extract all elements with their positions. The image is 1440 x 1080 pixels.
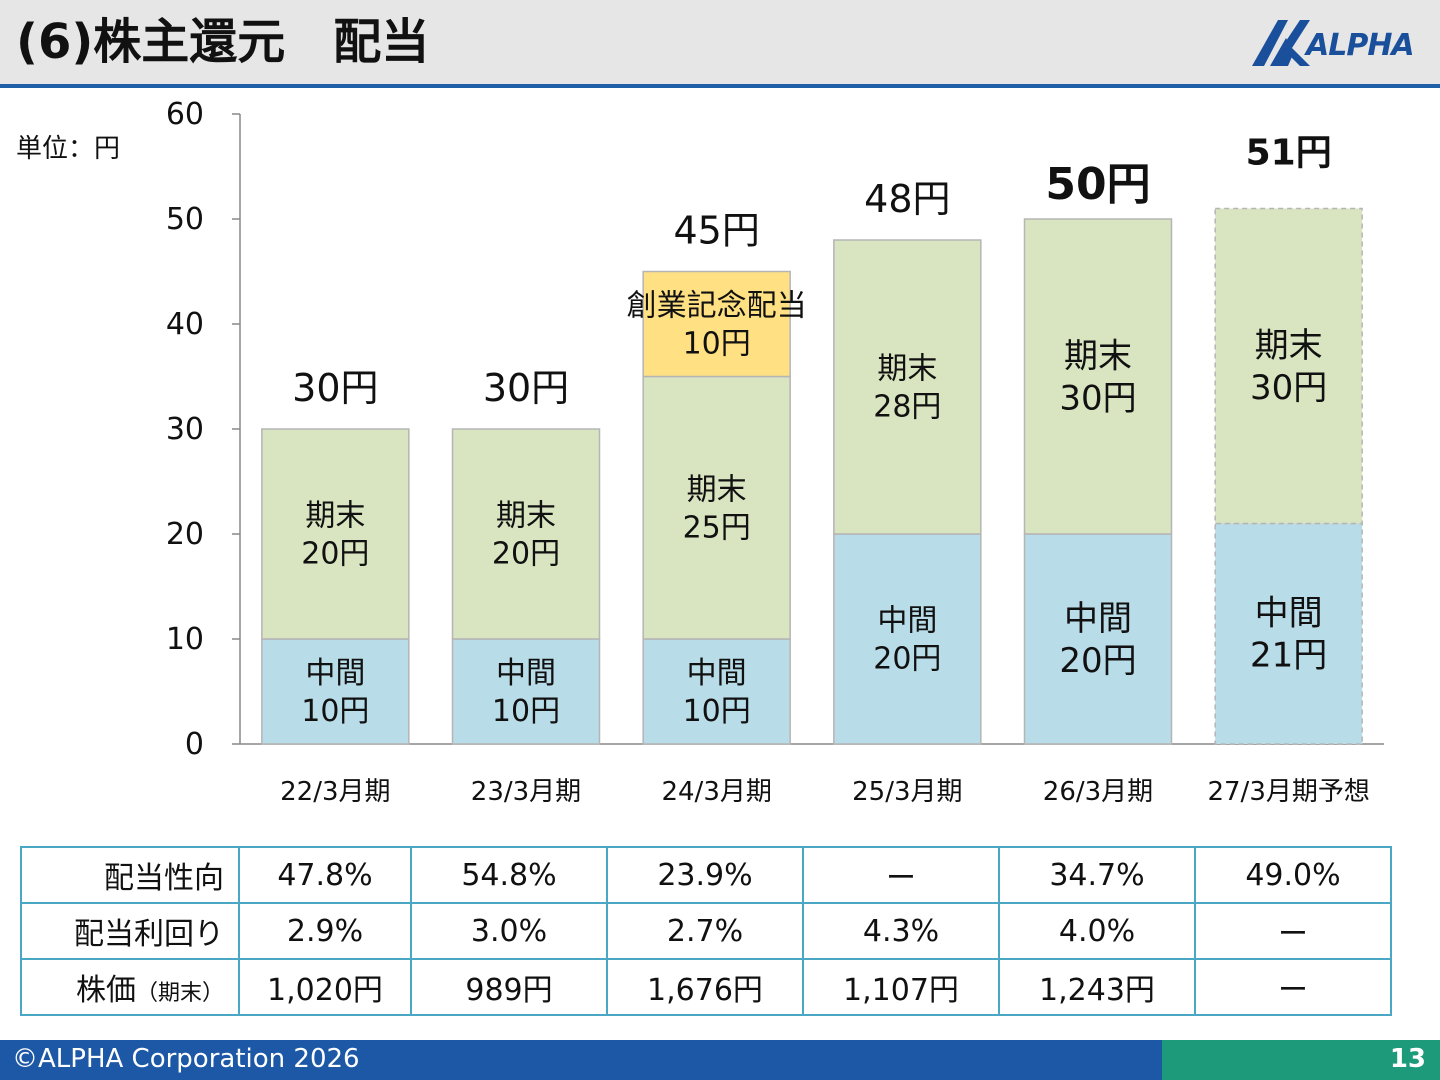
interim-segment-label: 10円 <box>301 694 369 729</box>
total-value-label: 50円 <box>1045 159 1150 210</box>
year-end-segment-label: 期末 <box>877 352 937 387</box>
y-tick-label: 30 <box>166 412 204 447</box>
row-label: 株価（期末） <box>20 958 240 1016</box>
x-category-label: 27/3月期予想 <box>1207 777 1369 807</box>
table-cell: 4.3% <box>802 902 1000 960</box>
total-value-label: 48円 <box>864 177 950 221</box>
y-tick-label: 20 <box>166 517 204 552</box>
y-tick-label: 10 <box>166 622 204 657</box>
table-cell: 54.8% <box>410 846 608 904</box>
year-end-segment-label: 20円 <box>301 537 369 572</box>
interim-segment-label: 中間 <box>1255 594 1323 634</box>
table-row: 配当性向 47.8% 54.8% 23.9% ー 34.7% 49.0% <box>20 846 1392 904</box>
table-cell: ー <box>802 846 1000 904</box>
dividend-metrics-table: 配当性向 47.8% 54.8% 23.9% ー 34.7% 49.0% 配当利回り 2.9% 3… <box>20 846 1392 1016</box>
table-cell: 1,676円 <box>606 958 804 1016</box>
x-category-label: 25/3月期 <box>852 777 962 807</box>
year-end-segment-label: 期末 <box>687 472 747 507</box>
table-cell: 1,107円 <box>802 958 1000 1016</box>
footer-accent <box>1162 1040 1440 1080</box>
interim-bar-segment <box>261 638 410 745</box>
header-divider <box>0 84 1440 88</box>
table-row: 配当利回り 2.9% 3.0% 2.7% 4.3% 4.0% ー <box>20 902 1392 960</box>
interim-segment-label: 中間 <box>496 656 556 691</box>
interim-bar-segment <box>1023 533 1173 745</box>
commemorative-bar-segment <box>642 270 791 378</box>
footer-bar <box>0 1040 1162 1080</box>
total-value-label: 30円 <box>292 366 378 410</box>
interim-bar-segment <box>642 638 791 745</box>
total-value-label: 45円 <box>673 209 759 253</box>
slide-title: (6)株主還元 配当 <box>16 14 430 70</box>
total-value-label: 51円 <box>1246 133 1332 174</box>
interim-segment-label: 10円 <box>492 694 560 729</box>
year-end-bar-segment <box>1214 207 1363 525</box>
row-label: 配当性向 <box>20 846 240 904</box>
row-label-text: 株価 <box>75 973 136 1008</box>
dividend-chart: 0102030405060中間10円期末20円30円22/3月期中間10円期末2… <box>166 97 1384 807</box>
table-cell: 34.7% <box>998 846 1196 904</box>
year-end-segment-label: 30円 <box>1250 368 1327 408</box>
table-cell: 49.0% <box>1194 846 1392 904</box>
interim-segment-label: 21円 <box>1250 636 1327 676</box>
year-end-segment-label: 30円 <box>1059 378 1136 418</box>
interim-bar-segment <box>1214 522 1363 745</box>
year-end-segment-label: 20円 <box>492 537 560 572</box>
interim-segment-label: 中間 <box>687 656 747 691</box>
table-cell: 3.0% <box>410 902 608 960</box>
total-value-label: 30円 <box>483 366 569 410</box>
year-end-segment-label: 期末 <box>1064 336 1132 376</box>
table-cell: 1,243円 <box>998 958 1196 1016</box>
x-category-label: 26/3月期 <box>1043 777 1153 807</box>
y-tick-label: 50 <box>166 202 204 237</box>
row-label-text: 配当性向 <box>104 861 224 896</box>
table-row: 株価（期末） 1,020円 989円 1,676円 1,107円 1,243円ー <box>20 958 1392 1016</box>
year-end-bar-segment <box>1023 218 1173 535</box>
copyright-text: ©ALPHA Corporation 2026 <box>12 1044 360 1074</box>
interim-segment-label: 中間 <box>1064 599 1132 639</box>
year-end-bar-segment <box>451 428 601 640</box>
interim-segment-label: 20円 <box>1059 641 1136 681</box>
year-end-bar-segment <box>261 428 410 640</box>
table-cell: 2.7% <box>606 902 804 960</box>
y-tick-label: 0 <box>185 727 204 762</box>
year-end-bar-segment <box>642 375 791 640</box>
year-end-bar-segment <box>833 239 982 535</box>
year-end-segment-label: 期末 <box>496 499 556 534</box>
year-end-segment-label: 期末 <box>305 499 365 534</box>
interim-segment-label: 中間 <box>305 656 365 691</box>
slide-header <box>0 0 1440 84</box>
interim-segment-label: 10円 <box>683 694 751 729</box>
y-tick-label: 60 <box>166 97 204 132</box>
row-label-text: 配当利回り <box>74 917 224 952</box>
interim-segment-label: 20円 <box>873 642 941 677</box>
year-end-segment-label: 期末 <box>1255 326 1323 366</box>
x-category-label: 22/3月期 <box>280 777 390 807</box>
row-label: 配当利回り <box>20 902 240 960</box>
table-cell: 2.9% <box>238 902 412 960</box>
year-end-segment-label: 25円 <box>683 510 751 545</box>
y-tick-label: 40 <box>166 307 204 342</box>
x-category-label: 23/3月期 <box>471 777 581 807</box>
table-cell: ー <box>1194 958 1392 1016</box>
table-cell: 4.0% <box>998 902 1196 960</box>
interim-bar-segment <box>451 638 601 745</box>
table-cell: ー <box>1194 902 1392 960</box>
unit-label: 単位：円 <box>16 134 121 164</box>
table-cell: 47.8% <box>238 846 412 904</box>
x-category-label: 24/3月期 <box>661 777 771 807</box>
year-end-segment-label: 28円 <box>873 390 941 425</box>
table-cell: 1,020円 <box>238 958 412 1016</box>
table-cell: 23.9% <box>606 846 804 904</box>
row-label-note: （期末） <box>135 981 224 1006</box>
interim-bar-segment <box>833 533 982 745</box>
logo-wordmark: ALPHA <box>1306 28 1415 63</box>
commemorative-segment-label: 創業記念配当 <box>627 289 807 324</box>
page-number: 13 <box>1389 1044 1426 1074</box>
commemorative-segment-label: 10円 <box>683 327 751 362</box>
interim-segment-label: 中間 <box>877 604 937 639</box>
table-cell: 989円 <box>410 958 608 1016</box>
alpha-logo-icon <box>1252 20 1310 66</box>
